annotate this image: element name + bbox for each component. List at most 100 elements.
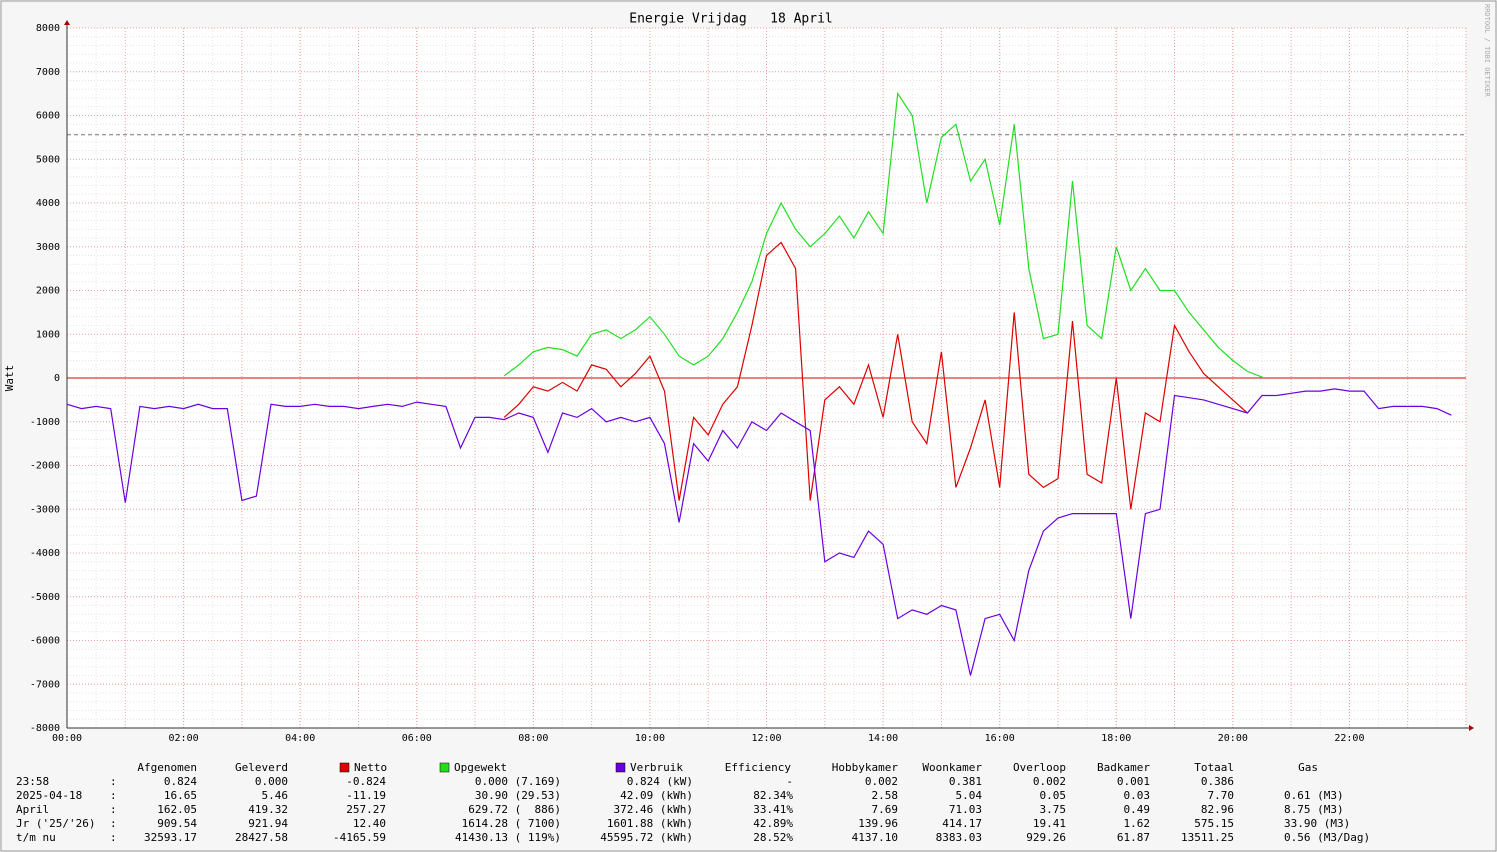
table-cell: 42.89% bbox=[753, 817, 793, 830]
y-tick-label: 7000 bbox=[36, 67, 60, 78]
table-cell: 5.46 bbox=[262, 789, 289, 802]
table-cell: 33.41% bbox=[753, 803, 793, 816]
table-cell: 629.72 ( 886) bbox=[468, 803, 561, 816]
table-cell: April bbox=[16, 803, 49, 816]
table-cell: 19.41 bbox=[1033, 817, 1066, 830]
column-header: Geleverd bbox=[235, 761, 288, 774]
table-cell: 2.58 bbox=[872, 789, 899, 802]
y-axis-label: Watt bbox=[3, 365, 16, 392]
table-cell: 33.90 (M3) bbox=[1284, 817, 1350, 830]
chart-title: Energie Vrijdag 18 April bbox=[629, 12, 833, 27]
table-cell: 0.05 bbox=[1040, 789, 1067, 802]
table-cell: 82.34% bbox=[753, 789, 793, 802]
y-tick-label: 6000 bbox=[36, 111, 60, 122]
table-cell: 162.05 bbox=[157, 803, 197, 816]
legend-entry: Opgewekt bbox=[454, 761, 507, 774]
column-header: Gas bbox=[1298, 761, 1318, 774]
x-tick-label: 08:00 bbox=[518, 733, 548, 744]
y-tick-label: -7000 bbox=[30, 679, 60, 690]
x-tick-label: 02:00 bbox=[169, 733, 199, 744]
table-cell: 13511.25 bbox=[1181, 831, 1234, 844]
table-cell: 82.96 bbox=[1201, 803, 1234, 816]
table-cell: 4137.10 bbox=[852, 831, 898, 844]
column-header: Overloop bbox=[1013, 761, 1066, 774]
table-cell: : bbox=[110, 803, 117, 816]
series-line bbox=[66, 388, 1452, 676]
y-tick-label: -5000 bbox=[30, 592, 60, 603]
x-tick-label: 14:00 bbox=[868, 733, 898, 744]
table-cell: 71.03 bbox=[949, 803, 982, 816]
y-tick-label: -4000 bbox=[30, 548, 60, 559]
table-cell: : bbox=[110, 789, 117, 802]
table-cell: 257.27 bbox=[346, 803, 386, 816]
table-cell: 414.17 bbox=[942, 817, 982, 830]
y-tick-label: -2000 bbox=[30, 461, 60, 472]
table-cell: 0.002 bbox=[865, 775, 898, 788]
table-cell: - bbox=[786, 775, 793, 788]
table-cell: -11.19 bbox=[346, 789, 386, 802]
y-tick-label: 2000 bbox=[36, 286, 60, 297]
legend-entry: Netto bbox=[354, 761, 387, 774]
table-cell: 5.04 bbox=[956, 789, 983, 802]
x-tick-label: 04:00 bbox=[285, 733, 315, 744]
table-cell: 7.69 bbox=[872, 803, 899, 816]
table-cell: t/m nu bbox=[16, 831, 56, 844]
table-cell: 929.26 bbox=[1026, 831, 1066, 844]
y-tick-label: -8000 bbox=[30, 723, 60, 734]
legend-entry: Verbruik bbox=[630, 761, 683, 774]
column-header: Woonkamer bbox=[922, 761, 982, 774]
table-cell: 0.824 (kW) bbox=[627, 775, 693, 788]
table-cell: 0.61 (M3) bbox=[1284, 789, 1344, 802]
table-cell: 0.001 bbox=[1117, 775, 1150, 788]
table-cell: 419.32 bbox=[248, 803, 288, 816]
y-tick-label: -1000 bbox=[30, 417, 60, 428]
table-cell: 8383.03 bbox=[936, 831, 982, 844]
table-cell: 575.15 bbox=[1194, 817, 1234, 830]
table-cell: 28427.58 bbox=[235, 831, 288, 844]
series-line bbox=[503, 241, 1248, 510]
x-tick-label: 06:00 bbox=[402, 733, 432, 744]
x-tick-label: 22:00 bbox=[1334, 733, 1364, 744]
y-tick-label: 5000 bbox=[36, 154, 60, 165]
table-cell: 0.000 bbox=[255, 775, 288, 788]
x-tick-label: 16:00 bbox=[985, 733, 1015, 744]
table-cell: 0.386 bbox=[1201, 775, 1234, 788]
y-tick-label: -6000 bbox=[30, 636, 60, 647]
legend-swatch bbox=[439, 762, 450, 773]
column-header: Totaal bbox=[1194, 761, 1234, 774]
table-cell: 61.87 bbox=[1117, 831, 1150, 844]
table-cell: 0.03 bbox=[1124, 789, 1151, 802]
table-cell: : bbox=[110, 775, 117, 788]
x-tick-label: 12:00 bbox=[751, 733, 781, 744]
table-cell: : bbox=[110, 817, 117, 830]
table-cell: 32593.17 bbox=[144, 831, 197, 844]
x-axis-arrow bbox=[1469, 725, 1474, 731]
table-cell: 45595.72 (kWh) bbox=[600, 831, 693, 844]
y-tick-label: 4000 bbox=[36, 198, 60, 209]
x-tick-label: 00:00 bbox=[52, 733, 82, 744]
table-cell: 30.90 (29.53) bbox=[475, 789, 561, 802]
column-header: Badkamer bbox=[1097, 761, 1150, 774]
y-tick-label: 3000 bbox=[36, 242, 60, 253]
y-tick-label: -3000 bbox=[30, 504, 60, 515]
table-cell: : bbox=[110, 831, 117, 844]
legend-swatch bbox=[615, 762, 626, 773]
y-tick-label: 0 bbox=[54, 373, 60, 384]
table-cell: 921.94 bbox=[248, 817, 288, 830]
table-cell: 139.96 bbox=[858, 817, 898, 830]
table-cell: 42.09 (kWh) bbox=[620, 789, 693, 802]
y-tick-label: 8000 bbox=[36, 23, 60, 34]
table-cell: Jr ('25/'26) bbox=[16, 817, 95, 830]
table-cell: 0.824 bbox=[164, 775, 197, 788]
y-tick-label: 1000 bbox=[36, 329, 60, 340]
table-cell: 12.40 bbox=[353, 817, 386, 830]
table-cell: 372.46 (kWh) bbox=[614, 803, 693, 816]
table-cell: 0.56 (M3/Dag) bbox=[1284, 831, 1370, 844]
column-header: Afgenomen bbox=[137, 761, 197, 774]
table-cell: 1601.88 (kWh) bbox=[607, 817, 693, 830]
table-cell: 0.002 bbox=[1033, 775, 1066, 788]
column-header: Efficiency bbox=[725, 761, 792, 774]
legend-swatch bbox=[339, 762, 350, 773]
